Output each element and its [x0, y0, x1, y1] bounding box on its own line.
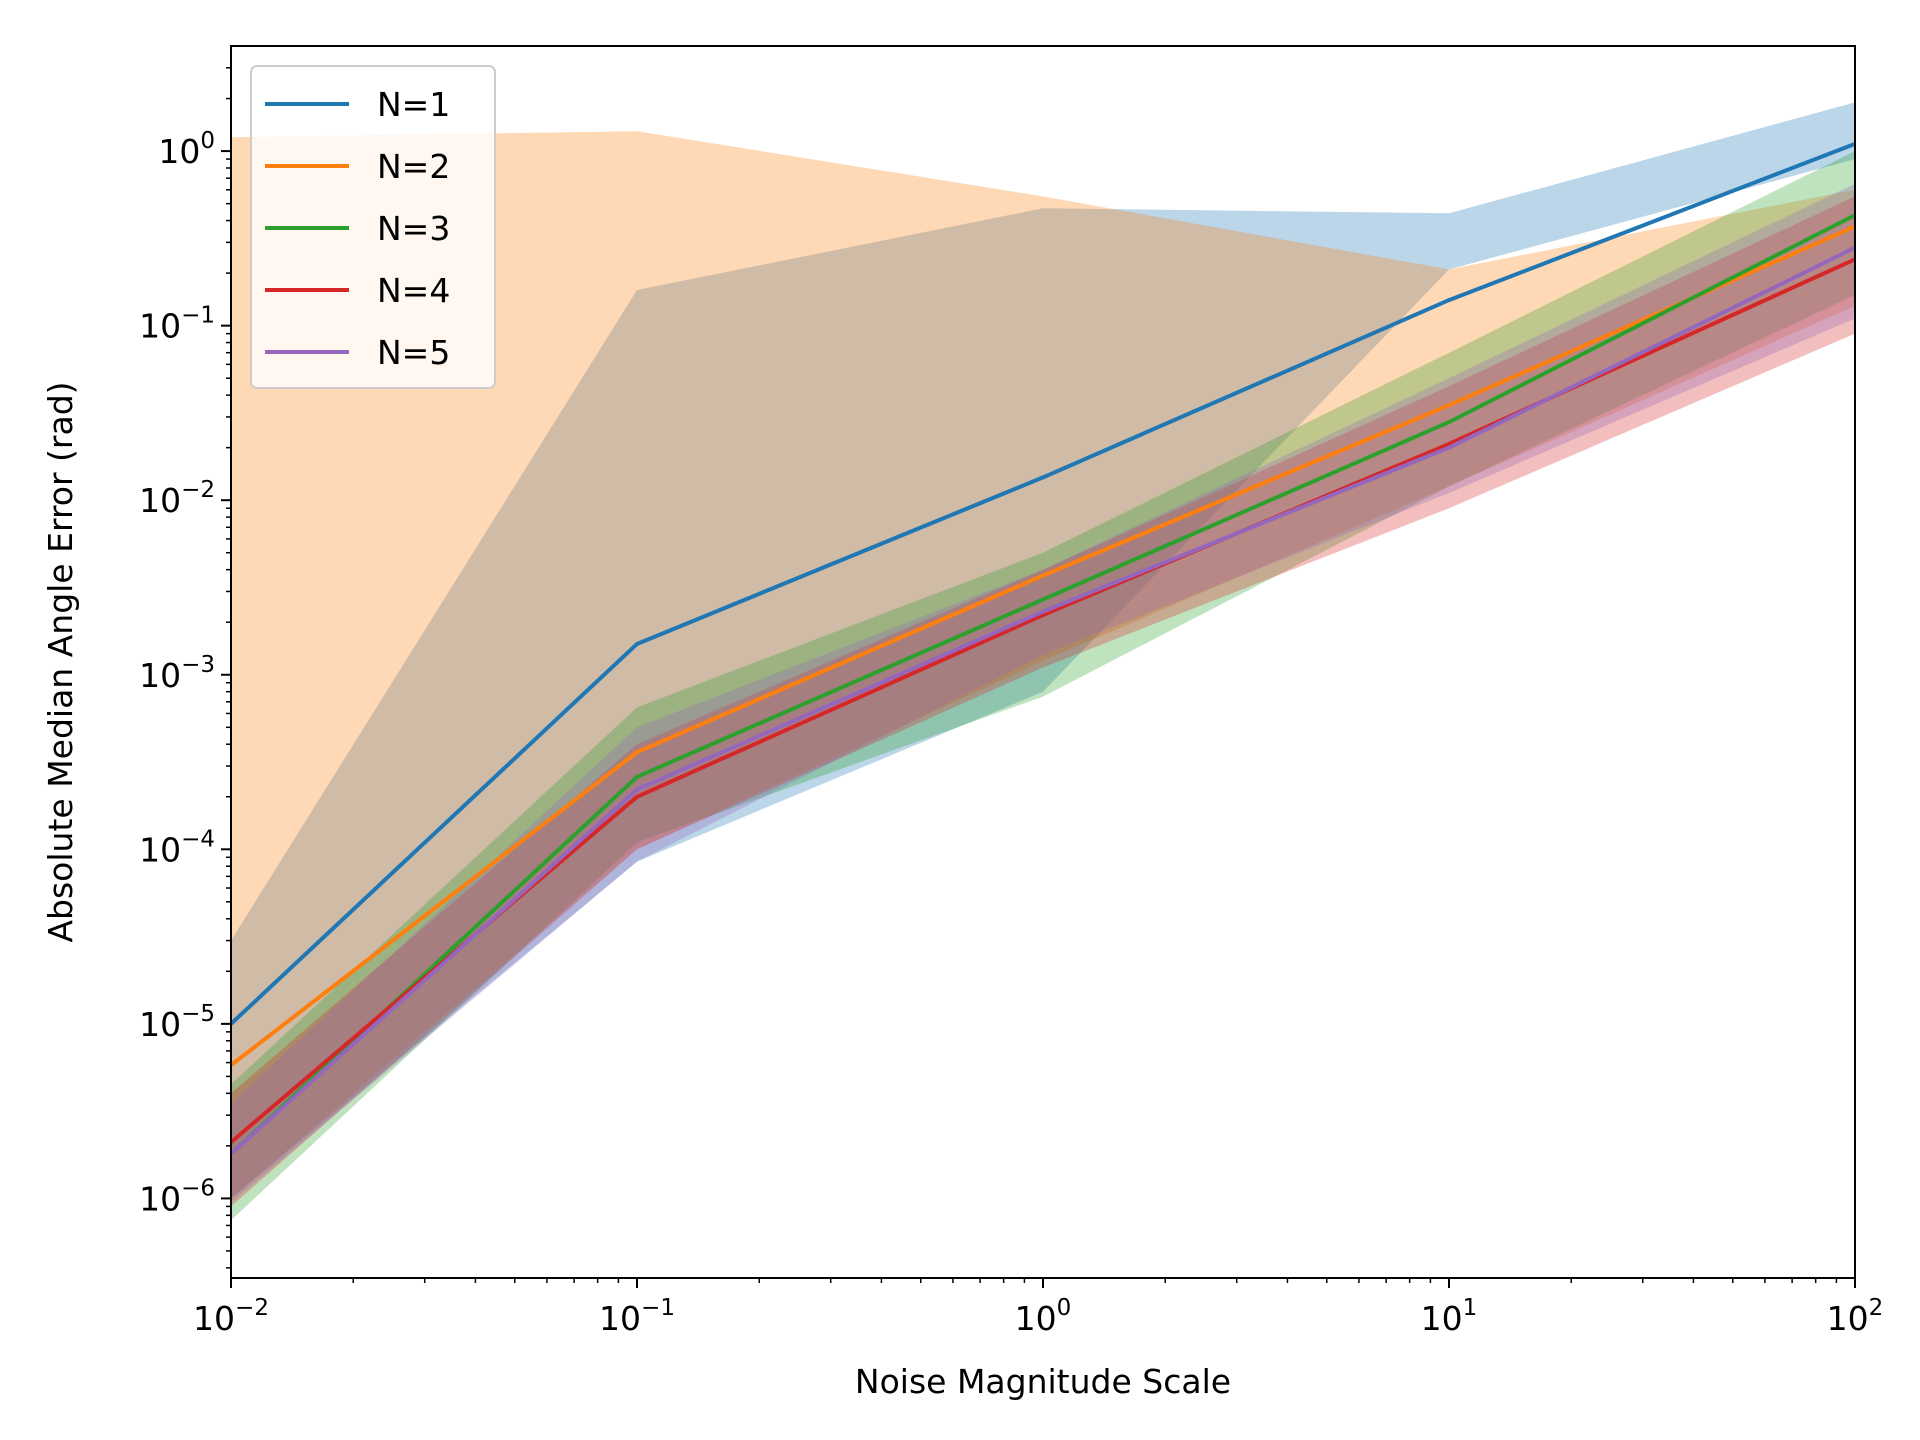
- legend-label-3: N=3: [377, 209, 450, 248]
- legend: N=1 N=2 N=3 N=4 N=5: [250, 65, 496, 389]
- y-axis-label: Absolute Median Angle Error (rad): [41, 381, 80, 942]
- band-2: [231, 131, 1855, 1199]
- band-3: [231, 151, 1855, 1221]
- band-5: [231, 183, 1855, 1203]
- legend-label-1: N=1: [377, 85, 450, 124]
- x-axis-label: Noise Magnitude Scale: [855, 1362, 1231, 1401]
- series-line-1: [231, 142, 1855, 1026]
- legend-label-5: N=5: [377, 333, 450, 372]
- y-tick-label: 10−6: [139, 1175, 215, 1218]
- y-tick-label: 10−3: [139, 652, 215, 695]
- y-tick-label: 10−2: [139, 477, 215, 520]
- y-tick-label: 10−5: [139, 1001, 215, 1044]
- x-tick-label: 102: [1827, 1295, 1884, 1338]
- series-line-5: [231, 245, 1855, 1156]
- y-tick-label: 10−4: [139, 826, 215, 869]
- series-line-2: [231, 224, 1855, 1067]
- x-tick-label: 10−1: [599, 1295, 675, 1338]
- y-tick-label: 100: [158, 128, 215, 171]
- x-tick-label: 10−2: [193, 1295, 269, 1338]
- legend-label-2: N=2: [377, 147, 450, 186]
- series-line-3: [231, 213, 1855, 1156]
- y-tick-label: 10−1: [139, 303, 215, 346]
- y-axis-ticks: 10−6 10−5 10−4 10−3 10−2 10−1 100: [139, 67, 231, 1269]
- x-axis-ticks: 10−2 10−1 100 101 102: [193, 1278, 1883, 1338]
- legend-box: [250, 65, 496, 389]
- band-1: [231, 102, 1855, 1199]
- legend-label-4: N=4: [377, 271, 450, 310]
- x-tick-label: 100: [1015, 1295, 1072, 1338]
- x-tick-label: 101: [1421, 1295, 1478, 1338]
- series-lines: [231, 142, 1855, 1156]
